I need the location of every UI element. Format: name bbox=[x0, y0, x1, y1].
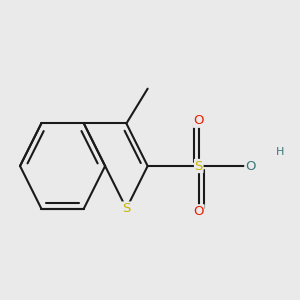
Text: S: S bbox=[195, 160, 203, 172]
Text: O: O bbox=[245, 160, 255, 172]
Text: H: H bbox=[276, 147, 284, 157]
Text: O: O bbox=[194, 114, 204, 127]
Text: O: O bbox=[194, 205, 204, 218]
Text: S: S bbox=[122, 202, 130, 215]
